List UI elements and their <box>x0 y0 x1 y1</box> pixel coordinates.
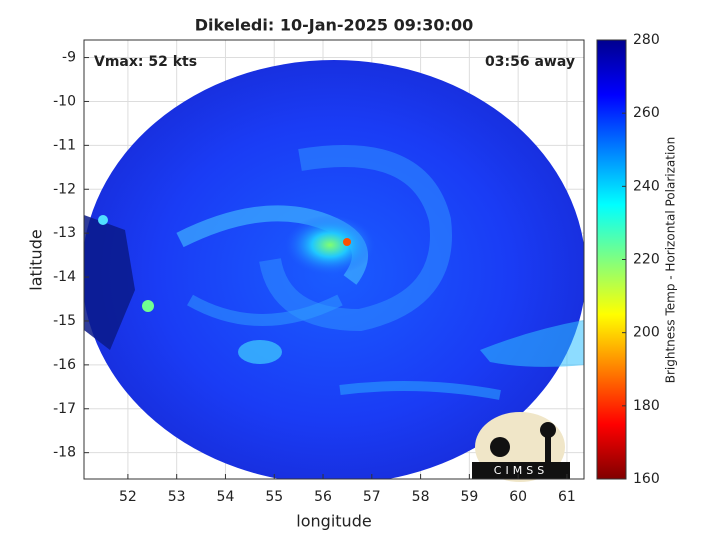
colorbar-tick-label: 200 <box>633 325 660 341</box>
y-tick-label: -12 <box>53 181 76 197</box>
colorbar-tick-label: 180 <box>633 398 660 414</box>
x-tick-label: 60 <box>509 489 527 505</box>
annotation: 03:56 away <box>485 54 575 70</box>
y-tick-label: -14 <box>53 269 76 285</box>
x-tick-label: 54 <box>217 489 235 505</box>
colorbar-tick-label: 160 <box>633 471 660 487</box>
x-tick-label: 52 <box>119 489 137 505</box>
x-tick-label: 57 <box>363 489 381 505</box>
x-tick-label: 58 <box>412 489 430 505</box>
y-tick-label: -15 <box>53 313 76 329</box>
satellite-image <box>84 60 584 479</box>
colorbar-tick-label: 240 <box>633 178 660 194</box>
colorbar-tick-label: 220 <box>633 252 660 268</box>
y-tick-label: -13 <box>53 225 76 241</box>
logo-text: CIMSS <box>494 464 548 477</box>
y-tick-label: -17 <box>53 401 76 417</box>
colorbar <box>596 39 627 480</box>
axes-box <box>83 39 585 480</box>
y-tick-label: -10 <box>53 93 76 109</box>
logo: CIMSS <box>472 412 570 482</box>
x-tick-label: 55 <box>265 489 283 505</box>
x-tick-label: 61 <box>558 489 576 505</box>
x-axis-label: longitude <box>296 512 371 531</box>
x-tick-label: 56 <box>314 489 332 505</box>
colorbar-tick-label: 260 <box>633 105 660 121</box>
annotation: Vmax: 52 kts <box>94 54 197 70</box>
y-tick-label: -16 <box>53 357 76 373</box>
x-tick-label: 59 <box>460 489 478 505</box>
colorbar-tick-label: 280 <box>633 32 660 48</box>
y-tick-label: -18 <box>53 445 76 461</box>
y-tick-label: -9 <box>62 50 76 66</box>
x-tick-label: 53 <box>168 489 186 505</box>
y-tick-label: -11 <box>53 137 76 153</box>
chart-title: Dikeledi: 10-Jan-2025 09:30:00 <box>195 16 473 35</box>
y-axis-label: latitude <box>27 229 46 290</box>
colorbar-label: Brightness Temp - Horizontal Polarizatio… <box>664 137 678 384</box>
